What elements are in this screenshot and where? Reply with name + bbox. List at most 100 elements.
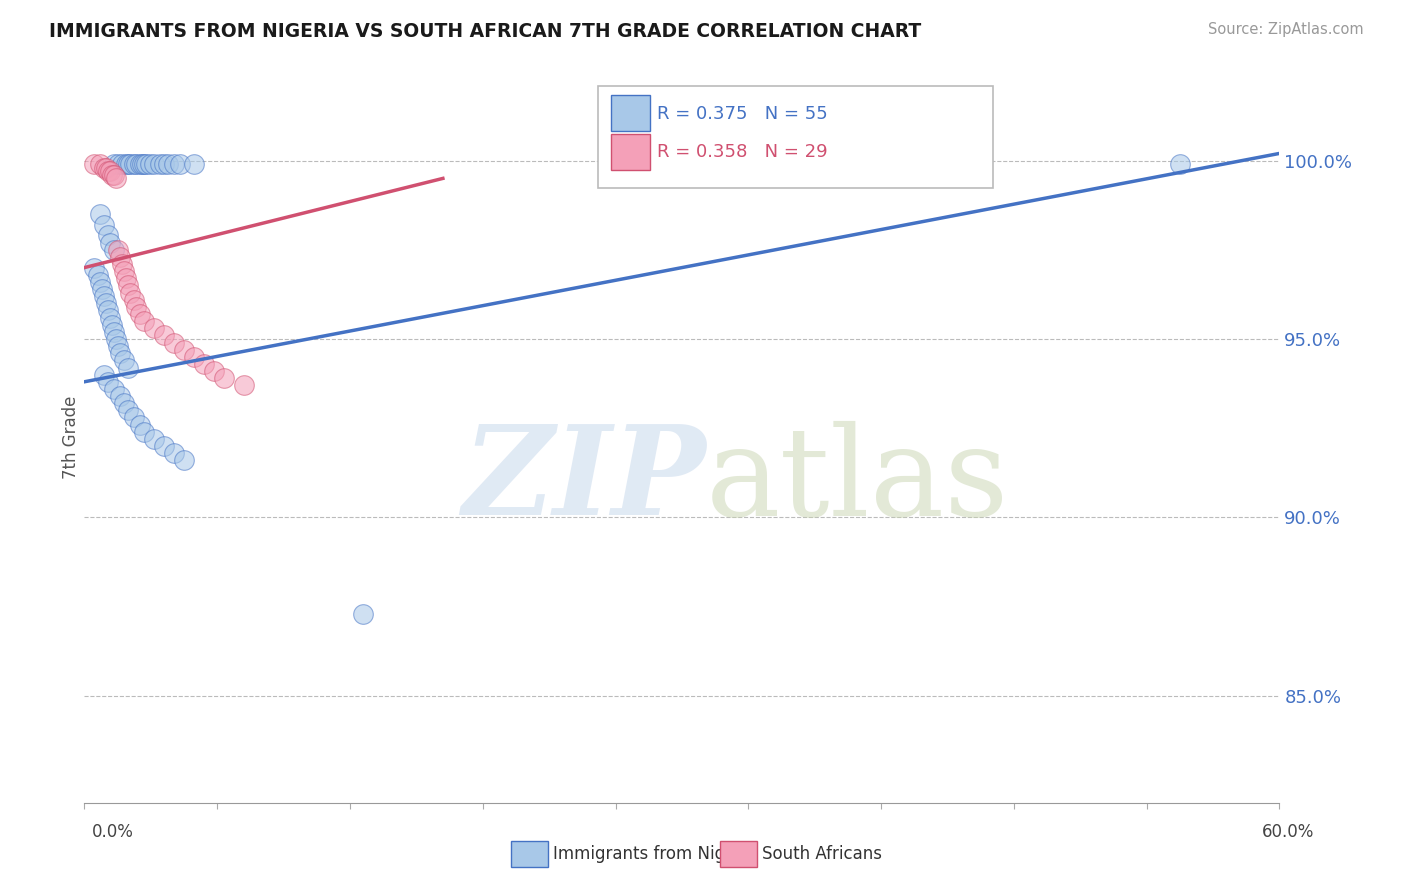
FancyBboxPatch shape bbox=[612, 135, 650, 170]
Point bbox=[89, 157, 111, 171]
Text: IMMIGRANTS FROM NIGERIA VS SOUTH AFRICAN 7TH GRADE CORRELATION CHART: IMMIGRANTS FROM NIGERIA VS SOUTH AFRICAN… bbox=[49, 22, 921, 41]
Point bbox=[112, 396, 135, 410]
Point bbox=[98, 235, 121, 250]
Point bbox=[120, 157, 142, 171]
Point bbox=[139, 157, 162, 171]
Point bbox=[132, 314, 156, 328]
Point bbox=[93, 289, 115, 303]
Point bbox=[183, 350, 205, 364]
Point bbox=[107, 157, 129, 171]
Point bbox=[110, 346, 132, 360]
Point bbox=[115, 271, 138, 285]
Point bbox=[163, 157, 186, 171]
Point bbox=[131, 157, 153, 171]
Text: Immigrants from Nigeria: Immigrants from Nigeria bbox=[553, 845, 756, 863]
Point bbox=[129, 417, 152, 432]
Point bbox=[110, 250, 132, 264]
Point bbox=[97, 164, 120, 178]
Point bbox=[103, 243, 125, 257]
Point bbox=[98, 164, 121, 178]
Point bbox=[103, 168, 125, 182]
Point bbox=[83, 260, 105, 275]
Text: atlas: atlas bbox=[706, 420, 1010, 541]
Point bbox=[87, 268, 110, 282]
Point bbox=[97, 375, 120, 389]
Point bbox=[173, 343, 195, 357]
Point bbox=[97, 228, 120, 243]
Point bbox=[101, 318, 124, 332]
Point bbox=[93, 161, 115, 175]
FancyBboxPatch shape bbox=[599, 86, 993, 188]
Point bbox=[149, 157, 172, 171]
Point bbox=[98, 310, 121, 325]
Text: 60.0%: 60.0% bbox=[1263, 822, 1315, 840]
Point bbox=[83, 157, 105, 171]
Point bbox=[96, 296, 118, 310]
Point bbox=[111, 157, 134, 171]
Text: R = 0.375   N = 55: R = 0.375 N = 55 bbox=[657, 104, 828, 123]
Point bbox=[117, 403, 139, 417]
Point bbox=[132, 425, 156, 439]
Point bbox=[143, 157, 166, 171]
Text: R = 0.358   N = 29: R = 0.358 N = 29 bbox=[657, 143, 828, 161]
Point bbox=[122, 293, 145, 307]
Point bbox=[117, 278, 139, 293]
Point bbox=[135, 157, 157, 171]
Point bbox=[105, 171, 128, 186]
FancyBboxPatch shape bbox=[720, 841, 758, 867]
Point bbox=[110, 389, 132, 403]
Text: 0.0%: 0.0% bbox=[91, 822, 134, 840]
Point bbox=[125, 300, 148, 314]
Point bbox=[112, 264, 135, 278]
FancyBboxPatch shape bbox=[612, 95, 650, 131]
Point bbox=[107, 339, 129, 353]
Point bbox=[153, 439, 176, 453]
Point bbox=[93, 368, 115, 382]
Point bbox=[105, 332, 128, 346]
Point bbox=[202, 364, 225, 378]
Text: Source: ZipAtlas.com: Source: ZipAtlas.com bbox=[1208, 22, 1364, 37]
Point bbox=[212, 371, 235, 385]
Point bbox=[112, 353, 135, 368]
Point bbox=[143, 432, 166, 446]
Point bbox=[125, 157, 148, 171]
FancyBboxPatch shape bbox=[510, 841, 548, 867]
Point bbox=[91, 282, 114, 296]
Y-axis label: 7th Grade: 7th Grade bbox=[62, 395, 80, 479]
Point bbox=[96, 161, 118, 175]
Point bbox=[117, 157, 139, 171]
Point bbox=[129, 307, 152, 321]
Point bbox=[93, 218, 115, 232]
Text: South Africans: South Africans bbox=[762, 845, 882, 863]
Point bbox=[153, 157, 176, 171]
Point bbox=[132, 157, 156, 171]
Point bbox=[169, 157, 191, 171]
Point bbox=[163, 446, 186, 460]
Text: ZIP: ZIP bbox=[463, 420, 706, 541]
Point bbox=[115, 157, 138, 171]
Point bbox=[157, 157, 180, 171]
Point bbox=[120, 285, 142, 300]
Point bbox=[89, 207, 111, 221]
Point bbox=[163, 335, 186, 350]
Point bbox=[1168, 157, 1191, 171]
Point bbox=[143, 321, 166, 335]
Point bbox=[103, 157, 125, 171]
Point bbox=[97, 303, 120, 318]
Point bbox=[122, 410, 145, 425]
Point bbox=[173, 453, 195, 467]
Point bbox=[352, 607, 374, 621]
Point bbox=[129, 157, 152, 171]
Point bbox=[183, 157, 205, 171]
Point bbox=[153, 328, 176, 343]
Point bbox=[122, 157, 145, 171]
Point bbox=[117, 360, 139, 375]
Point bbox=[103, 325, 125, 339]
Point bbox=[101, 168, 124, 182]
Point bbox=[232, 378, 254, 392]
Point bbox=[193, 357, 215, 371]
Point bbox=[89, 275, 111, 289]
Point bbox=[111, 257, 134, 271]
Point bbox=[103, 382, 125, 396]
Point bbox=[107, 243, 129, 257]
